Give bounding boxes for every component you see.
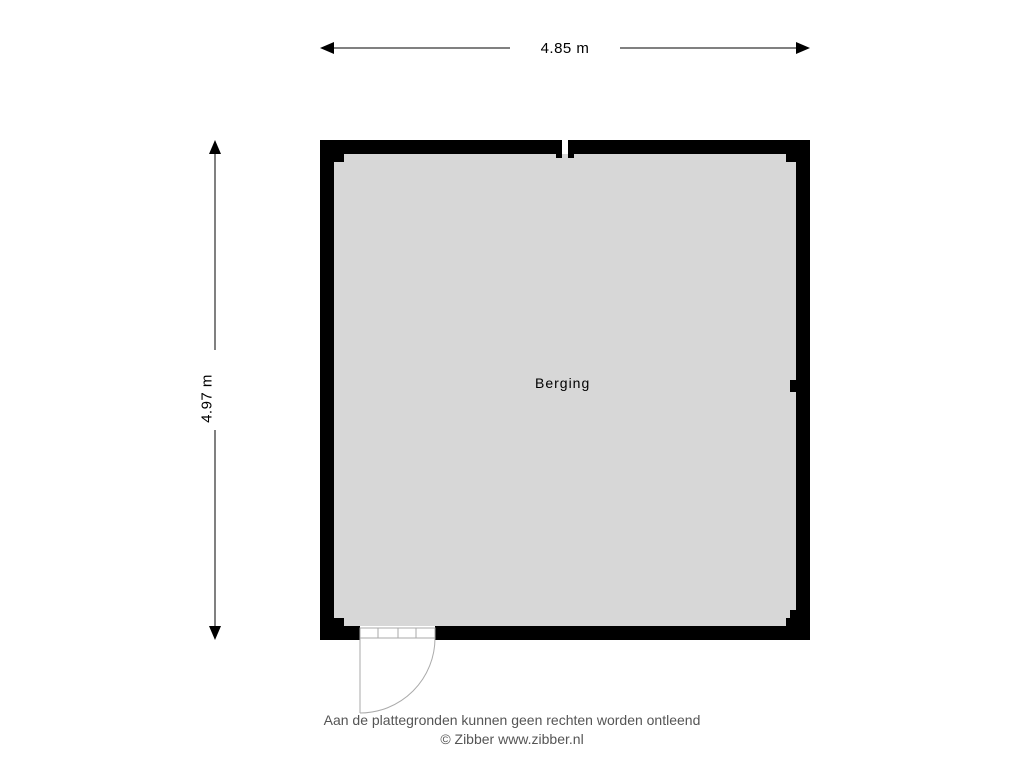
notch-right-mid — [790, 380, 796, 392]
floorplan-svg — [0, 0, 1024, 768]
wall-top-split-l — [556, 140, 562, 158]
dim-left-arrow-bottom — [209, 626, 221, 640]
footer-disclaimer: Aan de plattegronden kunnen geen rechten… — [0, 711, 1024, 750]
notch-top-left — [334, 154, 344, 162]
dim-left-arrow-top — [209, 140, 221, 154]
room-label: Berging — [535, 375, 590, 391]
wall-right — [796, 140, 810, 640]
notch-bottom-left — [334, 618, 344, 626]
wall-top-right — [570, 140, 810, 154]
dimension-width-label: 4.85 m — [320, 40, 810, 57]
door-swing-arc — [360, 638, 435, 713]
wall-top-split-r — [568, 140, 574, 158]
wall-bottom-right — [435, 626, 810, 640]
footer-line2: © Zibber www.zibber.nl — [0, 730, 1024, 750]
wall-bottom-left — [320, 626, 360, 640]
footer-line1: Aan de plattegronden kunnen geen rechten… — [0, 711, 1024, 731]
wall-left — [320, 140, 334, 640]
notch-top-right — [786, 154, 796, 162]
dimension-height-label: 4.97 m — [199, 374, 216, 423]
wall-top-left — [320, 140, 560, 154]
floorplan-canvas: 4.85 m 4.97 m Berging Aan de plattegrond… — [0, 0, 1024, 768]
notch-bottom-right — [786, 618, 796, 626]
